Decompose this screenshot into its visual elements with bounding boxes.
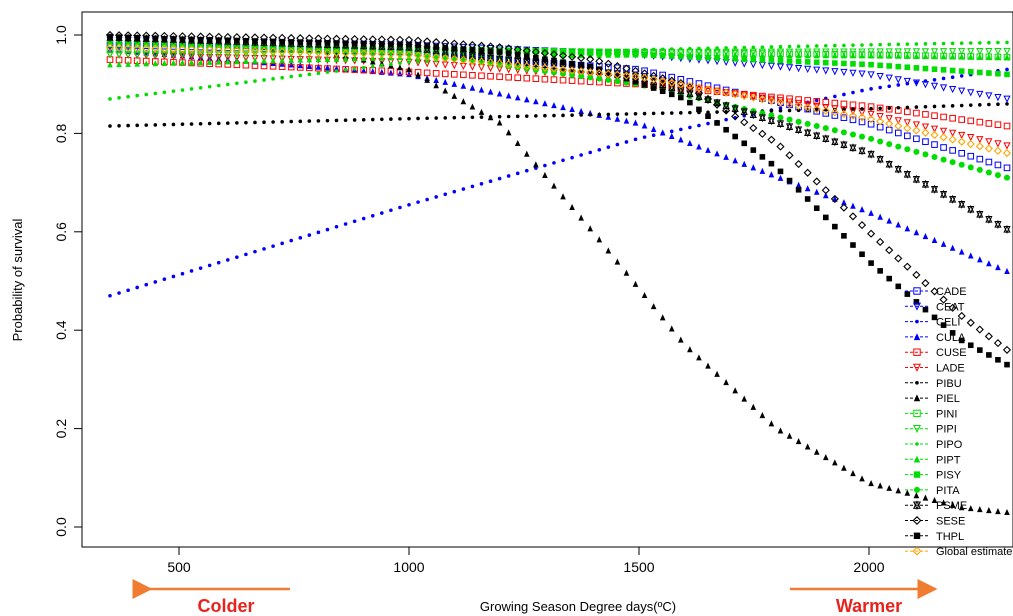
legend-marker (912, 302, 922, 311)
legend-marker (913, 287, 921, 295)
series-pipi (106, 47, 1011, 59)
legend-item: CEAT (905, 301, 965, 313)
legend-item: PIPO (905, 439, 963, 451)
series-cuse (106, 56, 1011, 130)
legend-marker (913, 500, 921, 511)
legend-item: CADE (905, 286, 967, 298)
series-pibu (108, 102, 1009, 128)
legend-label: CUSE (936, 347, 967, 359)
y-tick-label: 0.4 (53, 320, 69, 340)
series-layer (105, 30, 1012, 516)
y-axis-title: Probability of survival (10, 218, 25, 341)
legend-marker (912, 425, 922, 434)
y-tick-label: 0.0 (53, 517, 69, 537)
series-thpl (107, 34, 1010, 368)
y-tick-label: 0.6 (53, 222, 69, 242)
legend-marker (913, 333, 921, 341)
legend-item: PSME (905, 500, 967, 512)
x-tick-label: 500 (167, 559, 191, 575)
legend-marker (912, 516, 922, 525)
legend-marker (913, 532, 921, 539)
legend: CADE CEAT CELI CULA CUSE LADE PIBU PIEL PINI PIPI… (905, 286, 1012, 558)
legend-label: SESE (936, 516, 965, 528)
legend-item: SESE (905, 516, 965, 528)
legend-label: PIBU (936, 378, 962, 390)
legend-item: PIBU (905, 378, 962, 390)
legend-label: CULA (936, 332, 966, 344)
legend-label: THPL (936, 531, 964, 543)
series-ceat (106, 36, 1011, 103)
x-axis-title: Growing Season Degree days(ºC) (480, 599, 676, 614)
legend-marker (913, 394, 921, 402)
legend-label: PITA (936, 485, 960, 497)
series-celi (108, 67, 1009, 298)
legend-item: THPL (905, 531, 964, 543)
legend-marker (915, 319, 919, 324)
legend-marker (913, 409, 921, 418)
legend-label: PINI (936, 408, 957, 420)
legend-label: LADE (936, 363, 965, 375)
legend-label: CEAT (936, 301, 965, 313)
y-axis: 0.0 0.2 0.4 0.6 0.8 1.0 (53, 25, 83, 537)
series-piel (107, 36, 1010, 516)
legend-marker (913, 471, 921, 478)
warmer-label: Warmer (836, 596, 902, 616)
legend-marker (914, 486, 920, 493)
plot-frame (81, 11, 1013, 548)
legend-item: PITA (905, 485, 960, 497)
legend-label: PIPO (936, 439, 963, 451)
legend-item: CUSE (905, 347, 967, 359)
series-psme (106, 32, 1011, 234)
y-tick-label: 0.2 (53, 419, 69, 439)
series-pipo (108, 40, 1009, 101)
series-cula (107, 46, 1010, 274)
legend-marker (915, 381, 919, 385)
x-axis: 500 1000 1500 2000 (167, 546, 885, 575)
legend-label: CADE (936, 286, 967, 298)
legend-marker (913, 455, 921, 463)
series-global-estimate (105, 43, 1012, 158)
series-lade (106, 51, 1011, 150)
legend-marker (912, 363, 922, 372)
series-pita (107, 36, 1010, 181)
legend-item: CELI (905, 317, 960, 329)
legend-label: PIPI (936, 424, 957, 436)
x-tick-label: 2000 (853, 559, 884, 575)
legend-item: PISY (905, 470, 962, 482)
legend-label: PSME (936, 500, 967, 512)
legend-label: CELI (936, 317, 960, 329)
legend-item: PIEL (905, 393, 960, 405)
legend-item: Global estimate (905, 546, 1012, 558)
legend-marker (913, 348, 921, 356)
legend-item: PINI (905, 408, 957, 420)
y-tick-label: 0.8 (53, 123, 69, 143)
y-tick-label: 1.0 (53, 25, 69, 45)
legend-item: PIPT (905, 454, 961, 466)
series-sese (105, 30, 1012, 354)
series-pipt (107, 51, 1010, 68)
x-tick-label: 1500 (623, 559, 654, 575)
legend-label: PIPT (936, 454, 961, 466)
legend-label: PIEL (936, 393, 960, 405)
legend-item: CULA (905, 332, 966, 344)
legend-marker (912, 546, 922, 556)
legend-item: PIPI (905, 424, 957, 436)
x-tick-label: 1000 (393, 559, 424, 575)
legend-item: LADE (905, 363, 965, 375)
legend-label: PISY (936, 470, 962, 482)
legend-label: Global estimate (936, 546, 1012, 558)
legend-marker (915, 442, 919, 446)
colder-label: Colder (197, 596, 254, 616)
